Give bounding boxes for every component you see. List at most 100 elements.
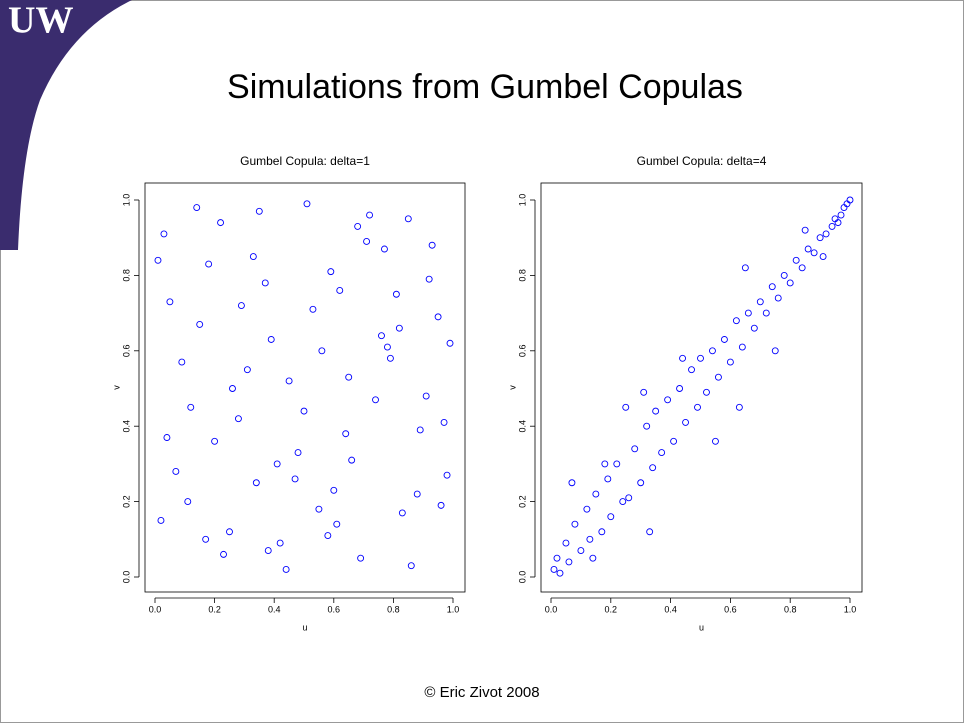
point: [732, 317, 740, 325]
point: [786, 279, 794, 287]
point: [688, 366, 695, 374]
point: [205, 260, 213, 268]
point: [345, 373, 353, 381]
point: [291, 475, 299, 483]
point: [750, 324, 758, 332]
x-tick-label: 0.0: [149, 604, 162, 614]
point: [226, 528, 233, 536]
y-tick-label: 0.4: [517, 420, 527, 433]
point: [568, 479, 576, 487]
point: [372, 396, 379, 404]
y-tick-label: 0.2: [121, 495, 131, 508]
x-tick-label: 0.8: [387, 604, 400, 614]
point: [154, 256, 162, 264]
y-tick-label: 1.0: [517, 194, 527, 207]
point: [273, 460, 281, 468]
x-tick-label: 0.4: [268, 604, 281, 614]
point: [395, 324, 403, 332]
point: [816, 234, 824, 242]
point: [640, 388, 648, 396]
point: [712, 437, 719, 445]
point: [571, 520, 579, 528]
point: [598, 528, 606, 536]
chart-title: Gumbel Copula: delta=4: [637, 154, 767, 168]
point: [330, 486, 338, 494]
point: [383, 343, 391, 351]
point: [804, 245, 812, 253]
point: [646, 528, 654, 536]
point: [315, 505, 323, 513]
point: [324, 532, 332, 539]
y-axis-label: v: [111, 385, 121, 390]
point: [819, 253, 827, 260]
point: [217, 219, 225, 227]
point: [553, 554, 561, 562]
point: [193, 204, 201, 211]
point: [828, 222, 836, 230]
point: [416, 426, 424, 434]
point: [300, 407, 308, 415]
point: [282, 566, 290, 573]
point: [837, 211, 845, 219]
point: [756, 298, 764, 306]
point: [407, 562, 415, 570]
point: [768, 283, 776, 291]
point: [577, 547, 585, 555]
x-tick-label: 0.2: [605, 604, 618, 614]
point: [649, 464, 657, 472]
logo: UW: [8, 0, 73, 42]
point: [601, 460, 609, 468]
point: [425, 275, 433, 283]
plot-box: [144, 182, 466, 593]
point: [381, 245, 388, 253]
point: [237, 302, 245, 310]
y-tick-label: 0.0: [517, 571, 527, 584]
point: [694, 403, 701, 411]
point: [801, 226, 809, 234]
point: [160, 230, 168, 238]
chart-title: Gumbel Copula: delta=1: [240, 154, 370, 168]
point: [846, 196, 854, 204]
point: [643, 422, 651, 430]
point: [166, 298, 174, 306]
point: [378, 332, 385, 340]
point: [357, 554, 365, 562]
point: [780, 271, 788, 279]
y-tick-label: 0.8: [517, 269, 527, 282]
x-tick-label: 0.2: [208, 604, 221, 614]
point: [366, 211, 374, 219]
point: [178, 358, 186, 366]
point: [726, 358, 734, 366]
point: [607, 513, 615, 521]
point: [261, 279, 269, 287]
point: [252, 479, 260, 487]
point: [229, 385, 236, 392]
point: [709, 347, 716, 355]
point: [327, 268, 335, 276]
point: [562, 539, 570, 547]
point: [413, 490, 421, 498]
y-tick-label: 1.0: [121, 194, 131, 207]
point: [392, 290, 400, 298]
x-axis-label: u: [699, 622, 704, 632]
point: [294, 449, 302, 457]
point: [348, 456, 356, 464]
x-tick-label: 0.6: [328, 604, 341, 614]
point: [354, 222, 362, 230]
x-axis-label: u: [302, 622, 307, 632]
point: [342, 430, 350, 438]
x-tick-label: 0.8: [784, 604, 797, 614]
x-tick-label: 1.0: [844, 604, 857, 614]
point: [589, 554, 597, 562]
point: [676, 385, 684, 392]
y-tick-label: 0.4: [121, 420, 131, 433]
logo-band: [0, 0, 132, 250]
point: [172, 467, 180, 475]
point: [428, 241, 436, 249]
point: [211, 437, 219, 445]
point: [586, 535, 594, 543]
point: [682, 418, 689, 426]
point: [744, 309, 752, 317]
point: [613, 460, 621, 468]
point: [738, 343, 746, 351]
